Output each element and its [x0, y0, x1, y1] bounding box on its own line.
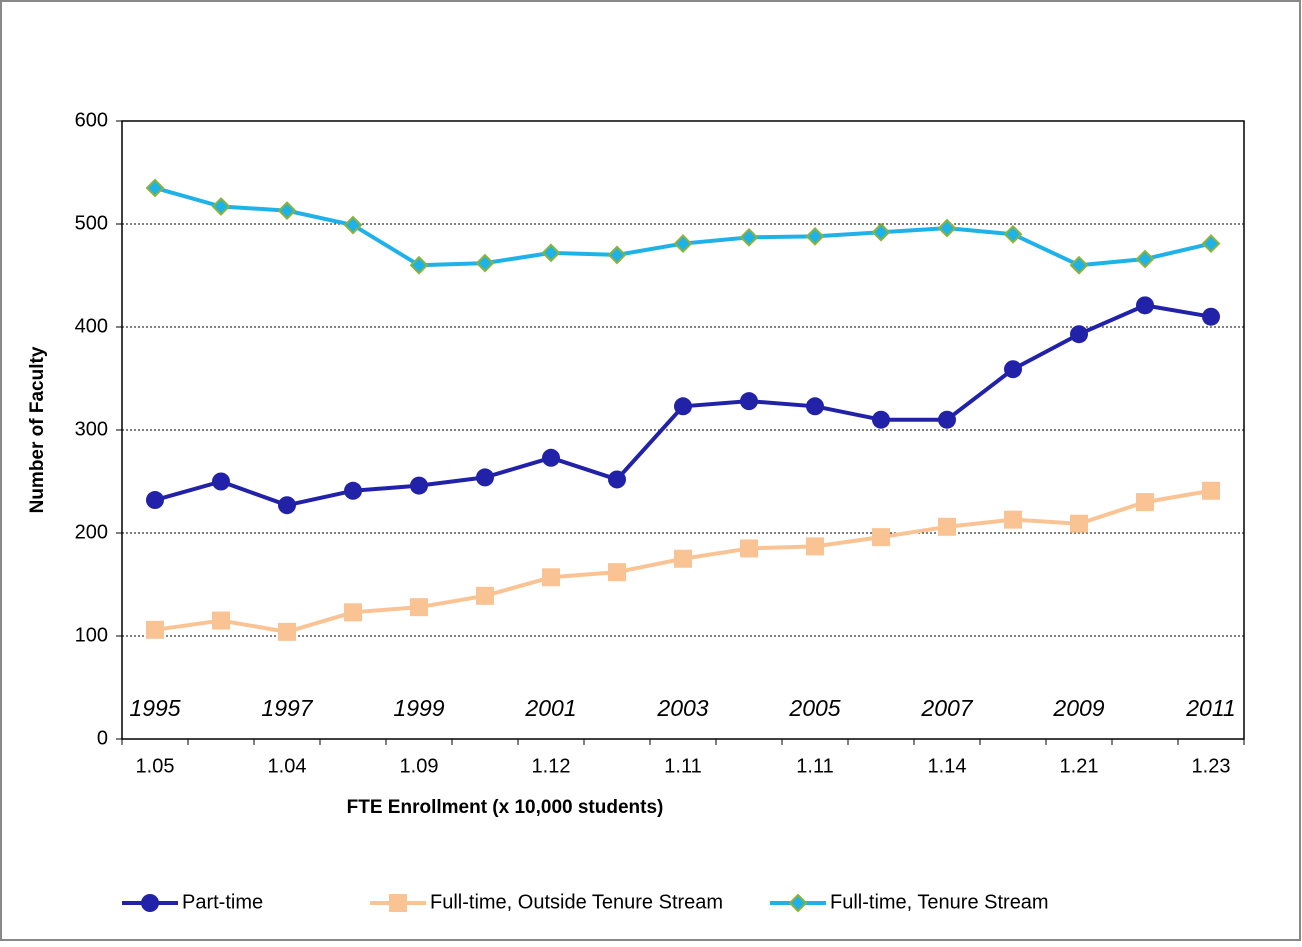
marker	[1069, 255, 1089, 275]
marker	[1070, 325, 1088, 344]
marker	[212, 611, 230, 630]
marker	[476, 468, 494, 487]
marker	[141, 894, 159, 912]
x-tick-label: 1.12	[532, 755, 571, 777]
x-tick-label: 1.09	[400, 755, 439, 777]
year-label: 2011	[1185, 695, 1235, 721]
marker	[211, 197, 231, 216]
year-label: 2001	[524, 695, 576, 721]
marker	[542, 568, 560, 587]
y-axis-title: Number of Faculty	[27, 346, 48, 513]
marker	[608, 470, 626, 489]
marker	[1202, 307, 1220, 326]
marker	[740, 539, 758, 558]
marker	[674, 397, 692, 416]
year-label: 2005	[788, 695, 840, 721]
marker	[278, 496, 296, 515]
legend-label: Full-time, Outside Tenure Stream	[430, 891, 723, 913]
marker	[344, 603, 362, 622]
marker	[871, 222, 891, 242]
marker	[1136, 296, 1154, 315]
year-label: 1997	[261, 695, 313, 721]
marker	[389, 894, 407, 912]
marker	[607, 245, 627, 265]
marker	[1135, 249, 1155, 269]
marker	[938, 410, 956, 429]
marker	[1201, 234, 1221, 253]
plot-area	[121, 120, 1245, 740]
y-tick-label: 300	[75, 418, 108, 440]
y-tick-label: 600	[75, 109, 108, 131]
marker	[1136, 493, 1154, 512]
marker	[542, 448, 560, 467]
marker	[806, 537, 824, 556]
marker	[608, 563, 626, 582]
y-tick-label: 500	[75, 212, 108, 234]
y-tick-label: 200	[75, 521, 108, 543]
marker	[1003, 224, 1023, 244]
year-label: 2007	[920, 695, 973, 721]
marker	[1070, 514, 1088, 533]
marker	[343, 215, 363, 235]
marker	[277, 201, 297, 221]
series	[146, 296, 1220, 515]
marker	[788, 893, 808, 913]
marker	[146, 491, 164, 510]
marker	[674, 549, 692, 568]
legend-label: Part-time	[182, 891, 263, 913]
marker	[541, 243, 561, 263]
marker	[806, 397, 824, 416]
year-label: 1999	[393, 695, 444, 721]
marker	[410, 476, 428, 495]
marker	[739, 227, 759, 247]
x-tick-label: 1.21	[1060, 755, 1099, 777]
x-tick-label: 1.11	[664, 755, 701, 777]
marker	[146, 620, 164, 639]
marker	[145, 178, 165, 198]
series	[145, 178, 1221, 275]
marker	[740, 392, 758, 411]
x-tick-label: 1.14	[928, 755, 967, 777]
marker	[673, 234, 693, 253]
x-axis-title: FTE Enrollment (x 10,000 students)	[347, 797, 664, 818]
legend-label: Full-time, Tenure Stream	[830, 891, 1049, 913]
marker	[937, 218, 957, 238]
marker	[409, 255, 429, 275]
year-label: 2009	[1052, 695, 1104, 721]
marker	[1004, 510, 1022, 529]
marker	[212, 472, 230, 491]
marker	[938, 517, 956, 536]
x-tick-label: 1.05	[136, 755, 175, 777]
marker	[475, 253, 495, 273]
y-tick-label: 0	[97, 727, 108, 749]
marker	[1202, 481, 1220, 500]
x-tick-label: 1.04	[268, 755, 307, 777]
marker	[872, 410, 890, 429]
marker	[872, 528, 890, 547]
x-tick-label: 1.11	[796, 755, 833, 777]
marker	[344, 481, 362, 500]
year-label: 1995	[129, 695, 180, 721]
marker	[278, 622, 296, 641]
y-tick-label: 100	[75, 624, 108, 646]
marker	[1004, 360, 1022, 379]
marker	[410, 598, 428, 617]
y-tick-label: 400	[75, 315, 108, 337]
x-tick-label: 1.23	[1192, 755, 1231, 777]
marker	[805, 226, 825, 246]
series	[146, 481, 1220, 641]
year-label: 2003	[656, 695, 708, 721]
marker	[476, 586, 494, 605]
